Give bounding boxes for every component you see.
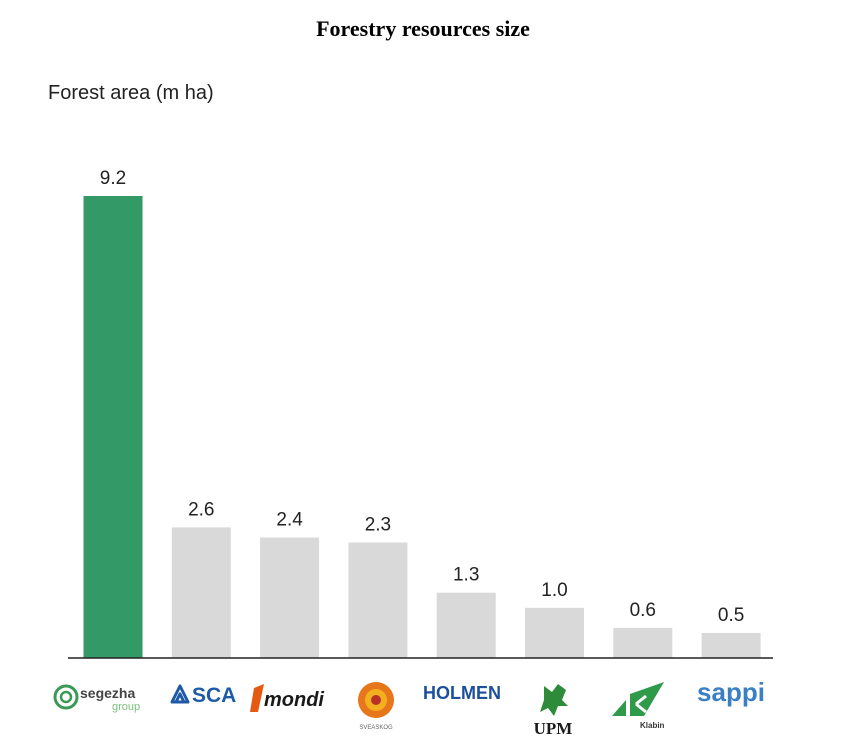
segezha-logo-subtext: group — [112, 701, 140, 713]
sca-mark-icon — [170, 684, 190, 704]
bar-2 — [260, 537, 320, 658]
value-label-7: 0.5 — [718, 605, 744, 626]
value-label-0: 9.2 — [100, 168, 126, 189]
mondi-logo: mondi — [250, 684, 324, 712]
bar-1 — [171, 527, 231, 658]
sca-logo: SCA — [170, 684, 236, 707]
bar-7 — [701, 632, 761, 658]
sappi-logo-text: sappi — [697, 677, 765, 707]
upm-logo-text: UPM — [534, 719, 573, 738]
value-label-1: 2.6 — [188, 499, 214, 520]
bar-4 — [436, 592, 496, 658]
value-label-5: 1.0 — [541, 580, 567, 601]
value-labels-group: 9.2 2.6 2.4 2.3 1.3 1.0 0.6 0.5 — [100, 168, 745, 626]
mondi-logo-text: mondi — [264, 689, 324, 711]
klabin-mark-icon — [612, 682, 664, 716]
klabin-logo: Klabin — [612, 682, 665, 730]
holmen-logo: HOLMEN — [423, 683, 501, 703]
chart-title: Forestry resources size — [316, 16, 530, 41]
bars-group — [83, 196, 761, 658]
sappi-logo: sappi — [697, 677, 765, 707]
mondi-mark-icon — [250, 684, 264, 712]
segezha-logo-text: segezha — [80, 685, 135, 701]
segezha-logo: segezha group — [53, 684, 140, 713]
bar-5 — [525, 607, 584, 658]
sca-logo-text: SCA — [192, 684, 236, 707]
value-label-4: 1.3 — [453, 565, 479, 586]
upm-griffin-icon — [540, 684, 568, 716]
sveaskog-logo: SVEASKOG — [358, 682, 394, 731]
value-label-2: 2.4 — [276, 510, 303, 531]
bar-0 — [83, 196, 143, 658]
value-label-6: 0.6 — [630, 600, 656, 621]
upm-logo: UPM — [534, 684, 573, 738]
klabin-logo-text: Klabin — [640, 721, 665, 730]
segezha-swirl-icon — [53, 684, 79, 710]
holmen-logo-text: HOLMEN — [423, 683, 501, 703]
bar-6 — [613, 627, 673, 658]
sveaskog-logo-text: SVEASKOG — [359, 725, 393, 731]
value-label-3: 2.3 — [365, 515, 391, 536]
y-axis-label: Forest area (m ha) — [48, 82, 214, 104]
bar-3 — [348, 542, 408, 658]
category-logos: segezha group SCA mondi SVEASKOG HOLMEN … — [53, 677, 765, 738]
